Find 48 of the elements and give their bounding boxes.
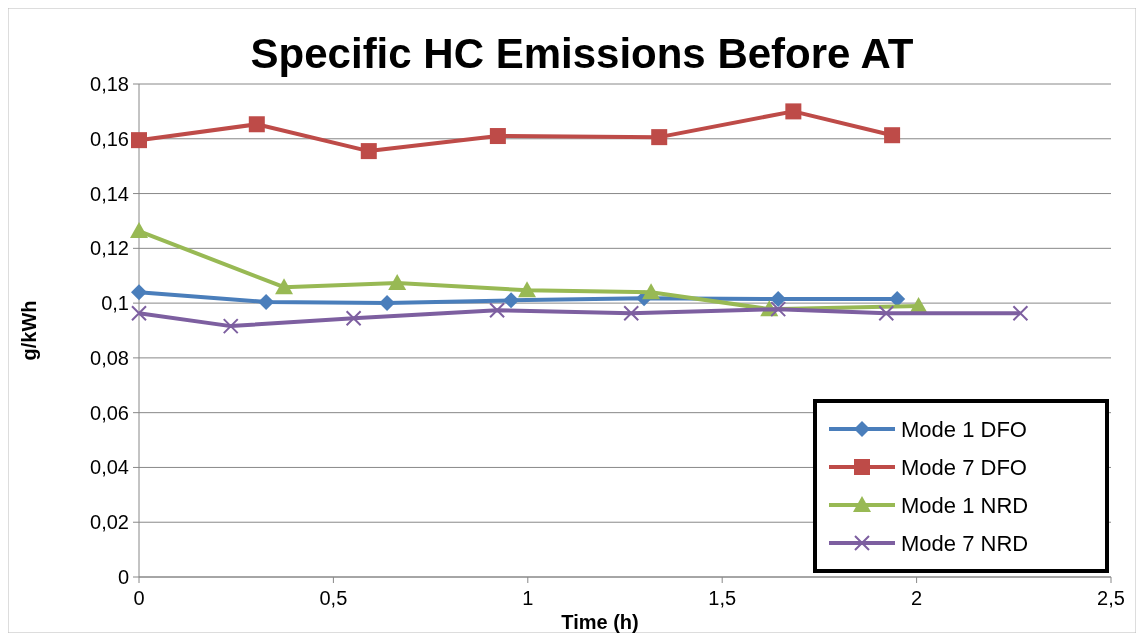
point <box>248 116 265 133</box>
point <box>889 291 906 307</box>
point <box>388 274 407 291</box>
y-tick-label: 0,18 <box>90 73 129 95</box>
point <box>222 318 239 335</box>
y-tick-label: 0,12 <box>90 237 129 260</box>
y-tick-label: 0,04 <box>90 456 129 479</box>
point <box>131 284 147 301</box>
point <box>489 128 506 145</box>
point <box>642 283 661 300</box>
point <box>770 301 787 318</box>
point <box>130 222 148 239</box>
point <box>1012 305 1029 322</box>
point <box>884 127 901 144</box>
legend-label: Mode 7 NRD <box>901 530 1029 556</box>
y-tick-label: 0,06 <box>90 401 129 424</box>
x-tick-label: 1 <box>522 587 534 609</box>
point <box>258 294 275 311</box>
point <box>360 143 377 160</box>
y-tick-label: 0,08 <box>90 346 129 369</box>
x-axis-title: Time (h) <box>561 611 639 633</box>
legend-label: Mode 1 DFO <box>901 416 1027 442</box>
x-tick-label: 2 <box>911 587 923 609</box>
x-tick-label: 1,5 <box>708 587 737 609</box>
point <box>489 302 506 319</box>
point <box>275 278 294 295</box>
point <box>131 305 147 322</box>
y-tick-label: 0,16 <box>90 127 129 150</box>
y-tick-label: 0 <box>117 566 129 588</box>
y-tick-label: 0,14 <box>90 182 129 205</box>
point <box>785 103 802 120</box>
y-tick-label: 0,1 <box>101 292 129 315</box>
point <box>518 281 537 298</box>
x-tick-label: 0,5 <box>319 587 348 609</box>
point <box>651 129 668 146</box>
point <box>503 292 520 309</box>
legend-label: Mode 7 DFO <box>901 454 1027 480</box>
point <box>878 305 895 322</box>
point <box>379 295 396 312</box>
y-tick-label: 0,02 <box>90 511 129 534</box>
y-axis-title: g/kWh <box>18 300 40 361</box>
x-tick-label: 0 <box>133 587 145 609</box>
legend-label: Mode 1 NRD <box>901 492 1029 518</box>
x-tick-label: 2,5 <box>1097 587 1125 609</box>
chart-title: Specific HC Emissions Before AT <box>250 30 914 77</box>
point <box>623 305 640 322</box>
point <box>345 310 362 327</box>
point <box>131 132 147 149</box>
